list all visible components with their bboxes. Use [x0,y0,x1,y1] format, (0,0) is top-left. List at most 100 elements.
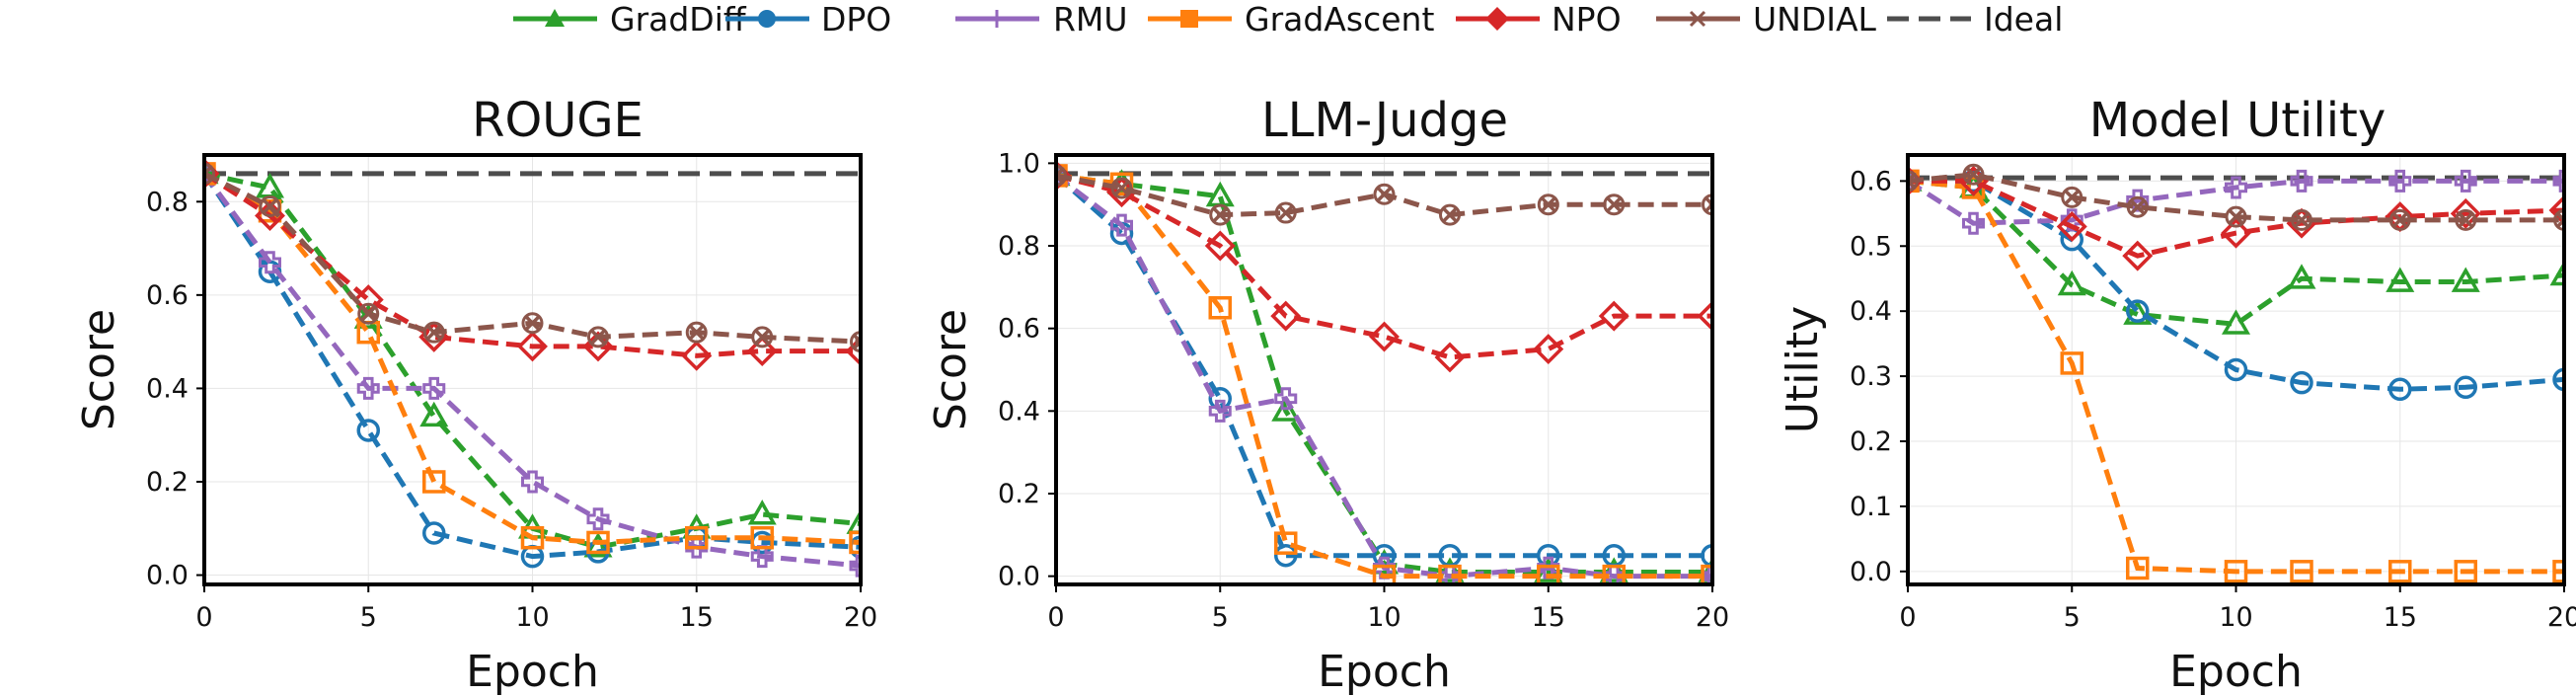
data-point [1208,399,1232,423]
chart-title: ROUGE [472,93,644,148]
y-tick-label: 0.2 [1850,426,1892,457]
series-line [204,172,861,569]
data-point [2221,309,2251,335]
y-tick-label: 0.1 [1850,492,1892,522]
data-point [1698,557,1712,582]
series-line [1056,173,1712,360]
data-point [1204,230,1236,262]
data-point [517,331,548,362]
data-point [2552,367,2564,392]
y-tick-label: 0.0 [998,562,1040,592]
plot-area [204,158,861,578]
data-point [2224,357,2248,382]
data-point [1701,564,1712,584]
y-tick-label: 0.8 [998,231,1040,262]
series-line [204,171,861,545]
series-line [204,172,861,560]
data-point [586,507,610,531]
y-tick-label: 0.5 [1850,231,1892,262]
legend-item-rmu: RMU [955,0,1128,39]
y-tick-label: 0.4 [1850,296,1892,327]
y-tick-label: 0.6 [146,280,189,311]
x-tick-label: 0 [1047,602,1064,633]
x-tick-label: 20 [844,602,877,633]
y-tick-label: 0.6 [998,314,1040,345]
legend-marker [1180,10,1198,28]
data-point [2388,208,2411,231]
y-tick-label: 0.8 [146,187,189,217]
legend-item-ideal: Ideal [1887,0,2063,39]
y-tick-label: 0.2 [998,479,1040,509]
x-tick-label: 15 [680,602,714,633]
x-tick-label: 20 [1696,602,1729,633]
data-point [2451,267,2480,292]
data-point [750,525,774,550]
data-point [2552,560,2564,583]
chart-panel-2: 0 5 10 15 20 0.0 0.2 0.4 0.6 0.8 1.0 LLM-Judge Epoch… [926,93,1729,696]
data-point [1369,321,1400,352]
x-tick-label: 0 [1899,602,1916,633]
data-point [356,419,380,442]
data-point [2454,169,2477,193]
data-point [2056,211,2087,242]
data-point [521,470,544,494]
data-point [685,321,708,344]
x-tick-label: 10 [515,602,549,633]
data-point [2454,560,2477,583]
plot-area [1056,160,1712,584]
chart-panel-1: 0 5 10 15 20 0.0 0.2 0.4 0.6 0.8 ROUGE Epoch Score [74,93,877,696]
x-axis-label: Epoch [2169,647,2303,696]
data-point [1435,557,1465,582]
y-tick-label: 0.6 [1850,166,1892,196]
y-axis-label: Score [74,309,124,430]
y-tick-label: 1.0 [998,148,1040,179]
legend-marker [1485,7,1509,31]
data-point [2388,560,2412,583]
data-point [2552,169,2564,193]
data-point [1598,300,1629,332]
data-point [2548,194,2564,226]
legend-item-npo: NPO [1456,0,1622,39]
data-point [1372,564,1397,584]
data-point [850,331,861,353]
data-point [1271,396,1301,422]
legend-label: NPO [1552,0,1622,39]
series-line [1056,173,1712,580]
data-point [1537,193,1559,216]
data-point [2549,260,2564,286]
legend-label: DPO [821,0,891,39]
x-tick-label: 15 [1532,602,1565,633]
x-tick-label: 5 [1212,602,1229,633]
data-point [422,521,446,545]
data-point [685,525,709,550]
series-line [1908,178,2564,259]
data-point [2291,208,2312,231]
data-point [2455,208,2477,231]
data-point [2454,375,2477,400]
legend-label: RMU [1053,0,1128,39]
data-point [2290,560,2313,583]
series-npo [1908,165,2564,271]
y-tick-label: 0.2 [146,467,189,498]
data-point [1962,163,1985,186]
data-point [1438,564,1462,584]
x-tick-label: 0 [195,602,212,633]
data-point [1702,193,1712,216]
data-point [2225,176,2247,199]
data-point [1270,300,1302,332]
chart-title: LLM-Judge [1261,93,1508,148]
x-tick-label: 5 [2064,602,2081,633]
data-point [681,340,713,371]
legend-item-gradascent: GradAscent [1148,0,1434,39]
data-point [2061,186,2084,208]
legend-marker [758,10,776,28]
x-tick-label: 20 [2547,602,2576,633]
x-axis-label: Epoch [1318,647,1451,696]
data-point [2386,267,2415,292]
legend-label: GradAscent [1245,0,1434,39]
data-point [1110,177,1133,199]
data-point [357,302,380,325]
data-point [1603,193,1626,216]
data-point [1533,334,1564,365]
